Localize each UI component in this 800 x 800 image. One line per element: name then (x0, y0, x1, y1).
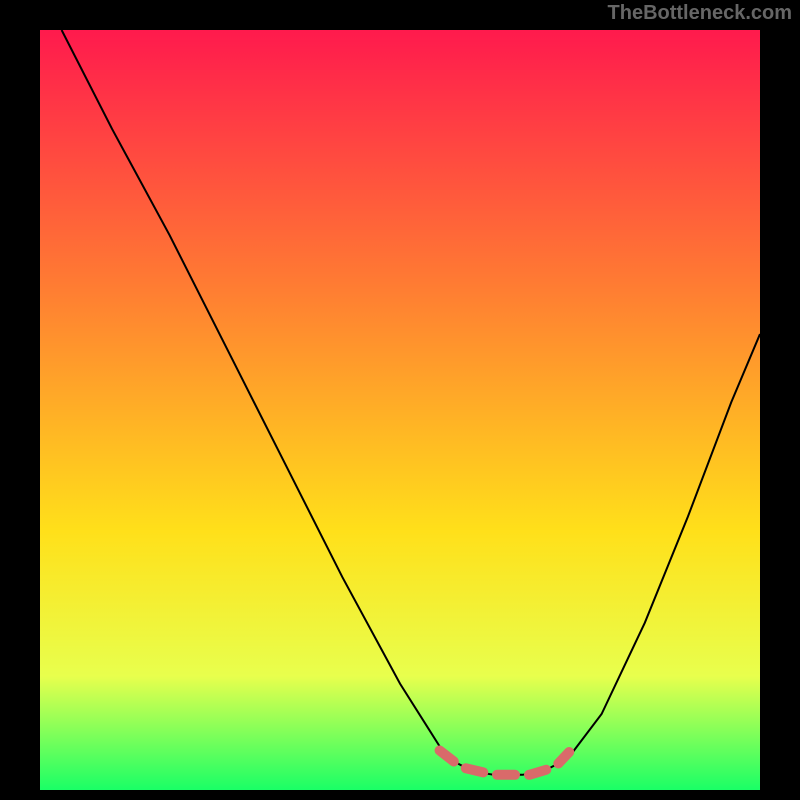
optimal-range-marker (440, 750, 570, 774)
watermark-text: TheBottleneck.com (608, 2, 792, 25)
bottleneck-curve (62, 30, 760, 775)
plot-area (40, 30, 760, 790)
chart-svg (40, 30, 760, 790)
